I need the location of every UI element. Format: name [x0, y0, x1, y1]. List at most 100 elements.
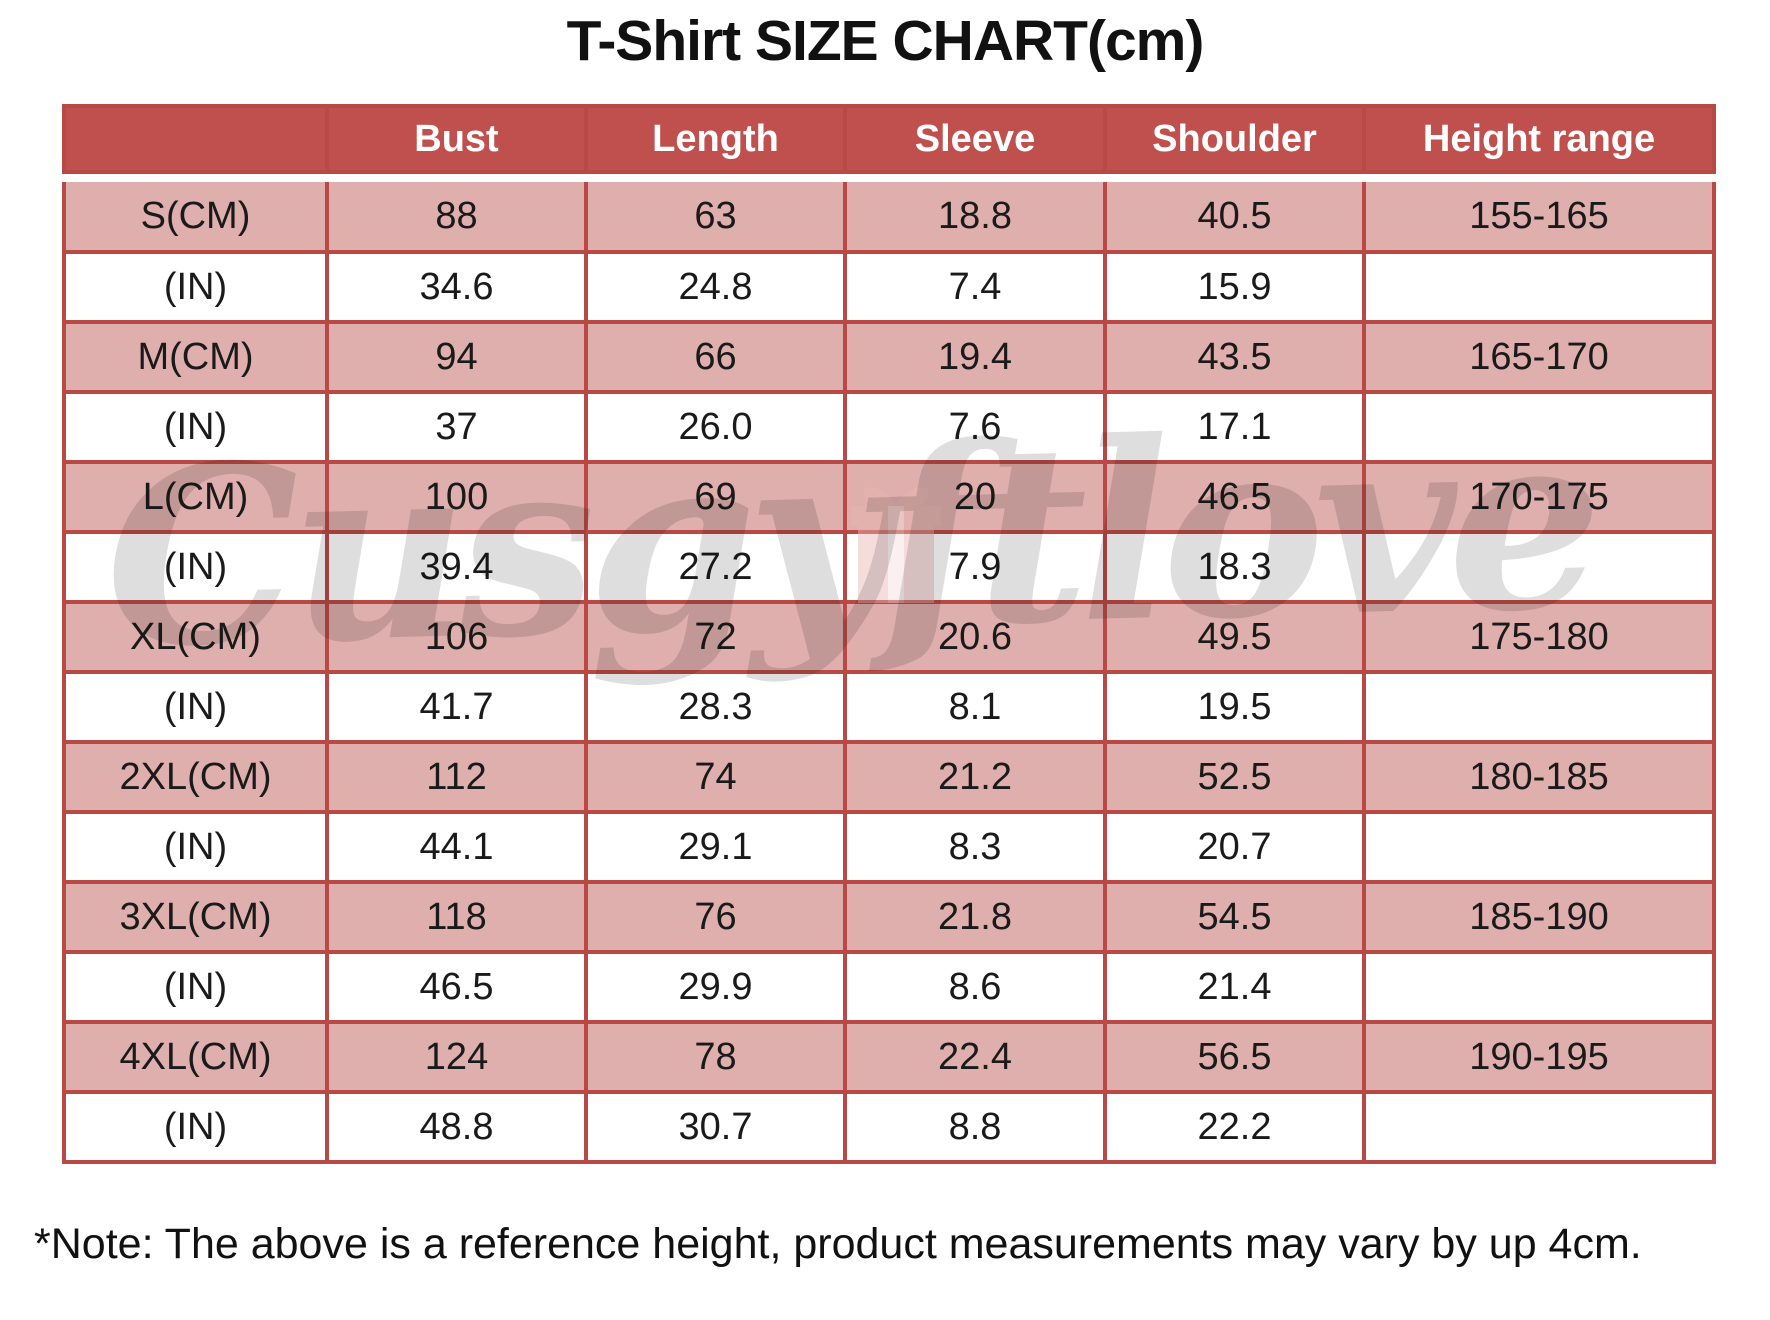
shoulder-cell: 49.5 — [1103, 600, 1366, 674]
table-row: (IN) 46.5 29.9 8.6 21.4 — [62, 950, 1716, 1024]
height-range-cell — [1362, 530, 1716, 604]
size-table: Bust Length Sleeve Shoulder Height range… — [62, 104, 1716, 1164]
bust-cell: 88 — [325, 182, 588, 254]
height-range-cell: 185-190 — [1362, 880, 1716, 954]
table-row: (IN) 39.4 27.2 7.9 18.3 — [62, 530, 1716, 604]
size-label-cell: (IN) — [62, 530, 329, 604]
table-row: 4XL(CM) 124 78 22.4 56.5 190-195 — [62, 1020, 1716, 1094]
sleeve-cell: 7.4 — [843, 250, 1107, 324]
shoulder-cell: 46.5 — [1103, 460, 1366, 534]
sleeve-cell: 22.4 — [843, 1020, 1107, 1094]
height-range-cell — [1362, 950, 1716, 1024]
shoulder-cell: 18.3 — [1103, 530, 1366, 604]
bust-cell: 46.5 — [325, 950, 588, 1024]
shoulder-cell: 20.7 — [1103, 810, 1366, 884]
size-label-cell: 2XL(CM) — [62, 740, 329, 814]
bust-cell: 118 — [325, 880, 588, 954]
size-label-cell: (IN) — [62, 1090, 329, 1164]
height-range-cell — [1362, 250, 1716, 324]
length-cell: 29.9 — [584, 950, 847, 1024]
length-cell: 72 — [584, 600, 847, 674]
bust-cell: 34.6 — [325, 250, 588, 324]
height-range-cell: 155-165 — [1362, 182, 1716, 254]
page-title: T-Shirt SIZE CHART(cm) — [566, 9, 1205, 73]
shoulder-cell: 22.2 — [1103, 1090, 1366, 1164]
header-row: Bust Length Sleeve Shoulder Height range — [62, 104, 1716, 174]
shoulder-cell: 54.5 — [1103, 880, 1366, 954]
height-range-cell: 190-195 — [1362, 1020, 1716, 1094]
table-row: 3XL(CM) 118 76 21.8 54.5 185-190 — [62, 880, 1716, 954]
shoulder-cell: 17.1 — [1103, 390, 1366, 464]
length-cell: 28.3 — [584, 670, 847, 744]
length-cell: 24.8 — [584, 250, 847, 324]
sleeve-cell: 20 — [843, 460, 1107, 534]
sleeve-cell: 7.9 — [843, 530, 1107, 604]
column-header-shoulder: Shoulder — [1103, 104, 1366, 174]
size-label-cell: (IN) — [62, 810, 329, 884]
column-header-sleeve: Sleeve — [843, 104, 1107, 174]
length-cell: 78 — [584, 1020, 847, 1094]
length-cell: 30.7 — [584, 1090, 847, 1164]
height-range-cell — [1362, 1090, 1716, 1164]
bust-cell: 100 — [325, 460, 588, 534]
shoulder-cell: 43.5 — [1103, 320, 1366, 394]
size-label-cell: (IN) — [62, 390, 329, 464]
size-label-cell: XL(CM) — [62, 600, 329, 674]
height-range-cell — [1362, 390, 1716, 464]
length-cell: 76 — [584, 880, 847, 954]
length-cell: 29.1 — [584, 810, 847, 884]
size-label-cell: 3XL(CM) — [62, 880, 329, 954]
sleeve-cell: 21.2 — [843, 740, 1107, 814]
note-text: *Note: The above is a reference height, … — [34, 1220, 1642, 1268]
height-range-cell — [1362, 810, 1716, 884]
height-range-cell: 175-180 — [1362, 600, 1716, 674]
size-label-cell: (IN) — [62, 950, 329, 1024]
sleeve-cell: 8.3 — [843, 810, 1107, 884]
shoulder-cell: 52.5 — [1103, 740, 1366, 814]
size-label-cell: (IN) — [62, 670, 329, 744]
size-label-cell: M(CM) — [62, 320, 329, 394]
table-row: (IN) 37 26.0 7.6 17.1 — [62, 390, 1716, 464]
table-row: (IN) 48.8 30.7 8.8 22.2 — [62, 1090, 1716, 1164]
size-label-cell: (IN) — [62, 250, 329, 324]
height-range-cell — [1362, 670, 1716, 744]
header-spacer — [64, 172, 1714, 182]
length-cell: 63 — [584, 182, 847, 254]
length-cell: 26.0 — [584, 390, 847, 464]
bust-cell: 44.1 — [325, 810, 588, 884]
column-header-height-range: Height range — [1362, 104, 1716, 174]
column-header-length: Length — [584, 104, 847, 174]
height-range-cell: 180-185 — [1362, 740, 1716, 814]
sleeve-cell: 21.8 — [843, 880, 1107, 954]
column-header-bust: Bust — [325, 104, 588, 174]
table-row: 2XL(CM) 112 74 21.2 52.5 180-185 — [62, 740, 1716, 814]
bust-cell: 39.4 — [325, 530, 588, 604]
table-row: L(CM) 100 69 20 46.5 170-175 — [62, 460, 1716, 534]
length-cell: 27.2 — [584, 530, 847, 604]
shoulder-cell: 19.5 — [1103, 670, 1366, 744]
length-cell: 66 — [584, 320, 847, 394]
bust-cell: 124 — [325, 1020, 588, 1094]
height-range-cell: 165-170 — [1362, 320, 1716, 394]
bust-cell: 48.8 — [325, 1090, 588, 1164]
shoulder-cell: 40.5 — [1103, 182, 1366, 254]
height-range-cell: 170-175 — [1362, 460, 1716, 534]
bust-cell: 112 — [325, 740, 588, 814]
size-label-cell: S(CM) — [62, 182, 329, 254]
length-cell: 74 — [584, 740, 847, 814]
table-row: (IN) 44.1 29.1 8.3 20.7 — [62, 810, 1716, 884]
size-label-cell: L(CM) — [62, 460, 329, 534]
table-row: (IN) 41.7 28.3 8.1 19.5 — [62, 670, 1716, 744]
shoulder-cell: 15.9 — [1103, 250, 1366, 324]
length-cell: 69 — [584, 460, 847, 534]
shoulder-cell: 56.5 — [1103, 1020, 1366, 1094]
size-label-cell: 4XL(CM) — [62, 1020, 329, 1094]
column-header-size — [62, 104, 329, 174]
size-table-container: Bust Length Sleeve Shoulder Height range… — [62, 104, 1716, 1164]
sleeve-cell: 8.1 — [843, 670, 1107, 744]
table-row: M(CM) 94 66 19.4 43.5 165-170 — [62, 320, 1716, 394]
bust-cell: 106 — [325, 600, 588, 674]
table-row: XL(CM) 106 72 20.6 49.5 175-180 — [62, 600, 1716, 674]
table-row: S(CM) 88 63 18.8 40.5 155-165 — [62, 182, 1716, 254]
sleeve-cell: 7.6 — [843, 390, 1107, 464]
